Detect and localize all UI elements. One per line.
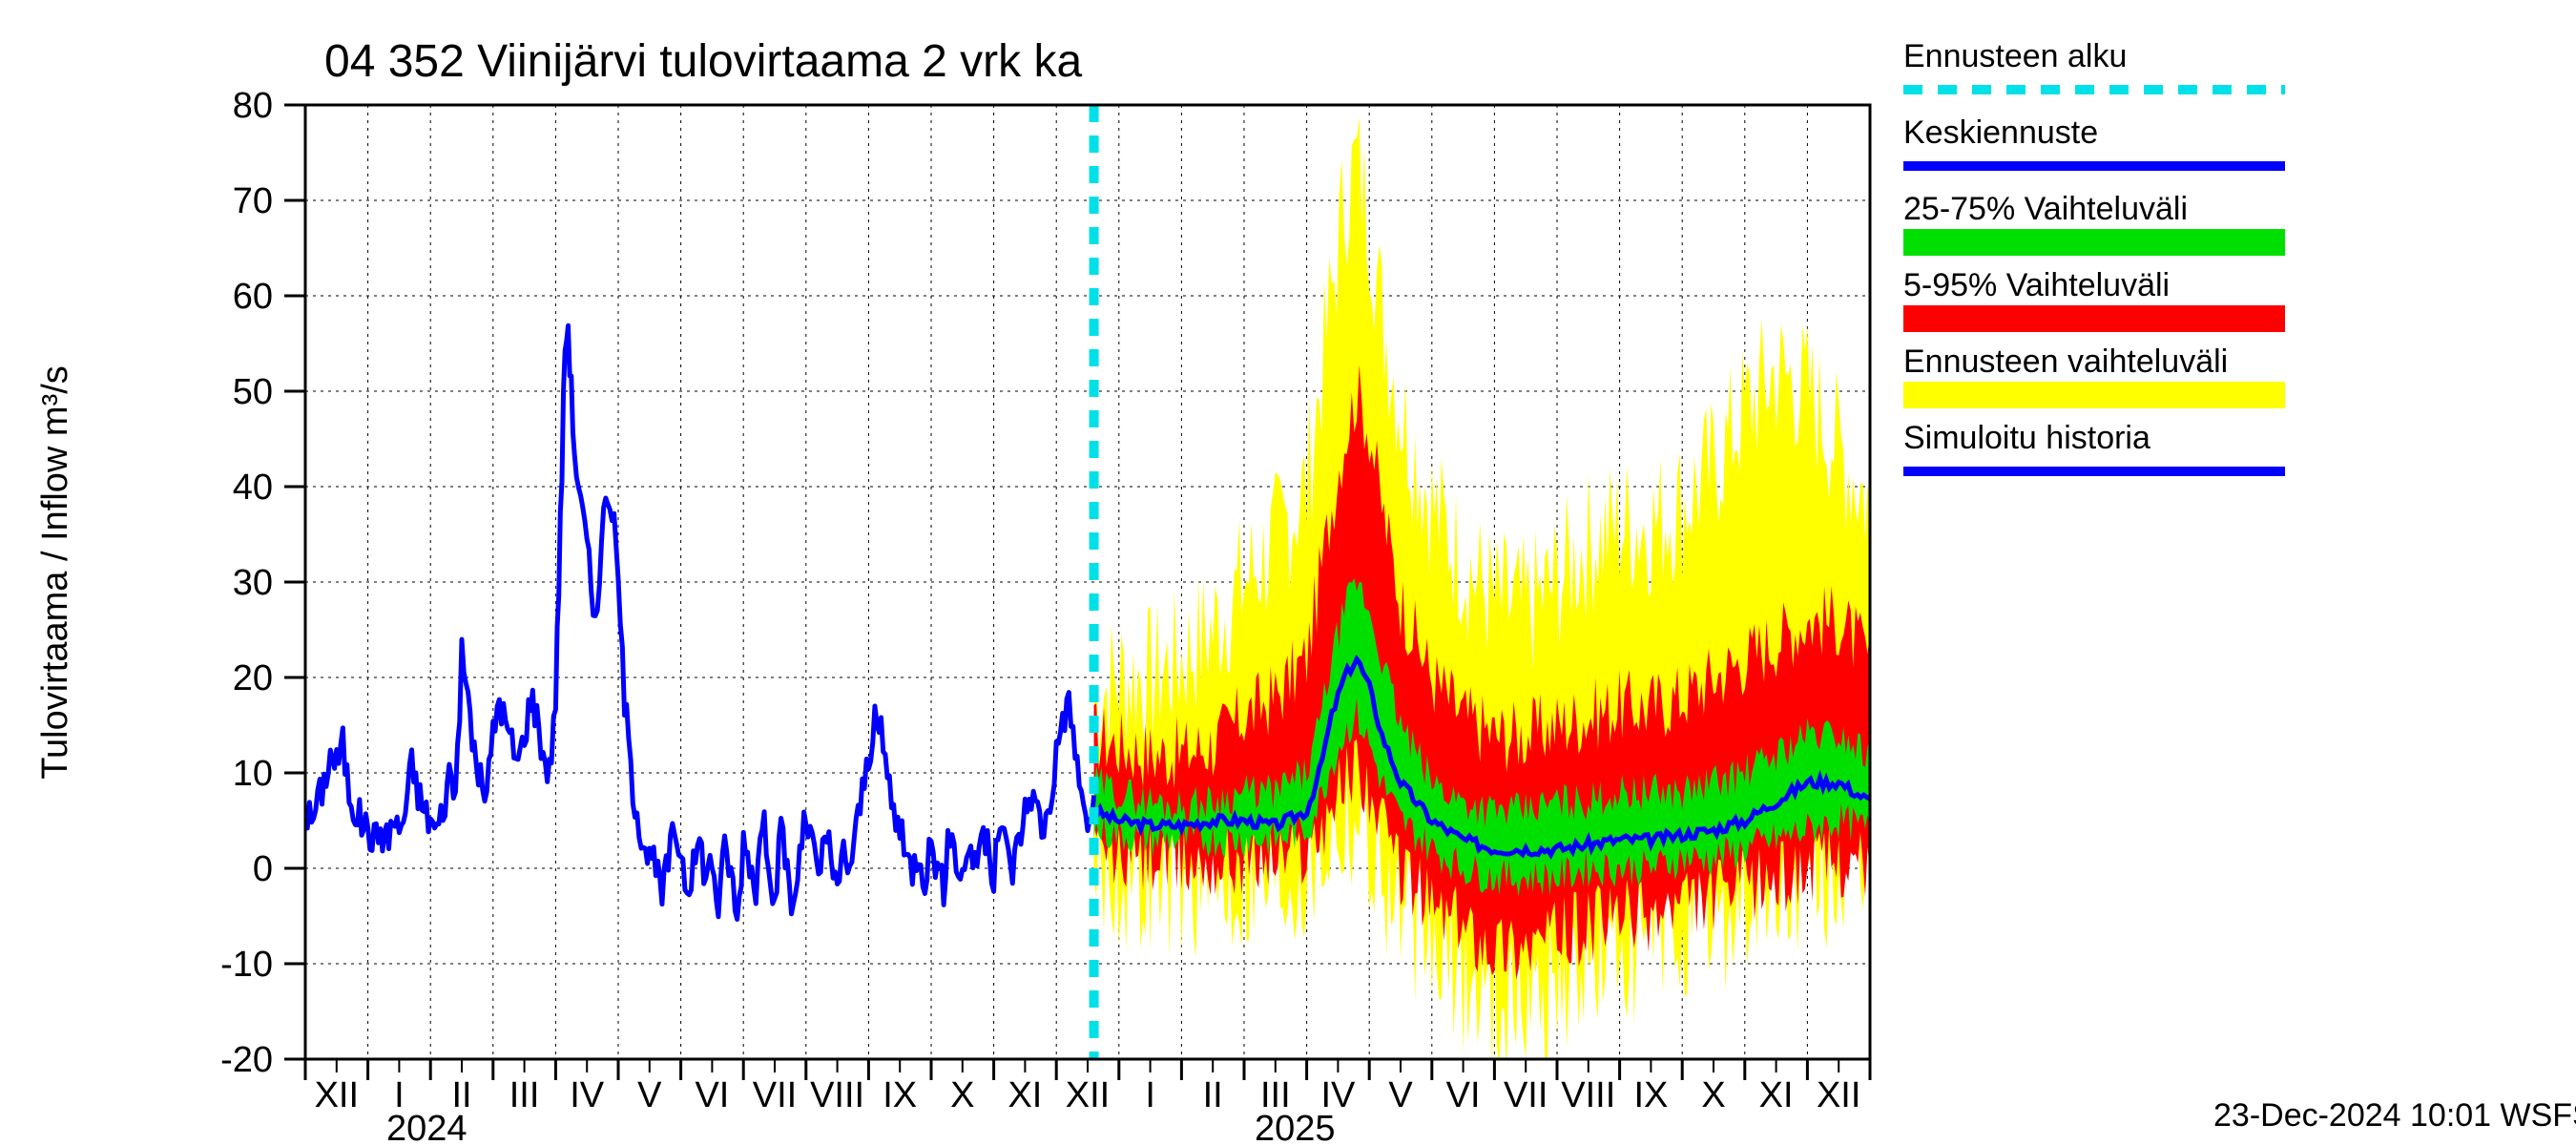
y-tick-label: -10 bbox=[220, 945, 273, 985]
y-tick-label: -20 bbox=[220, 1040, 273, 1080]
legend-label: 25-75% Vaihteluväli bbox=[1903, 191, 2188, 227]
footer-timestamp: 23-Dec-2024 10:01 WSFS-O bbox=[2213, 1097, 2576, 1134]
inflow-forecast-chart: -20-1001020304050607080XIIIIIIIIIVVVIVII… bbox=[0, 0, 2576, 1145]
x-tick-label: X bbox=[950, 1075, 974, 1115]
x-tick-label: I bbox=[1145, 1075, 1155, 1115]
year-label-right: 2025 bbox=[1255, 1109, 1336, 1145]
chart-title: 04 352 Viinijärvi tulovirtaama 2 vrk ka bbox=[324, 36, 1082, 87]
x-tick-label: XII bbox=[1817, 1075, 1860, 1115]
x-tick-label: XI bbox=[1008, 1075, 1042, 1115]
legend-label: Keskiennuste bbox=[1903, 114, 2098, 151]
y-tick-label: 10 bbox=[233, 754, 273, 794]
x-tick-label: VII bbox=[1504, 1075, 1548, 1115]
x-tick-label: VIII bbox=[1561, 1075, 1615, 1115]
legend-swatch bbox=[1903, 305, 2285, 332]
legend-label: 5-95% Vaihteluväli bbox=[1903, 267, 2170, 303]
y-tick-label: 30 bbox=[233, 563, 273, 603]
year-label-left: 2024 bbox=[386, 1109, 467, 1145]
y-tick-label: 60 bbox=[233, 277, 273, 317]
y-tick-label: 0 bbox=[253, 849, 273, 889]
legend-label: Simuloitu historia bbox=[1903, 420, 2150, 456]
legend-label: Ennusteen vaihteluväli bbox=[1903, 344, 2228, 380]
y-tick-label: 80 bbox=[233, 86, 273, 126]
x-tick-label: X bbox=[1701, 1075, 1725, 1115]
y-tick-label: 50 bbox=[233, 372, 273, 412]
y-tick-label: 40 bbox=[233, 468, 273, 508]
y-tick-label: 20 bbox=[233, 658, 273, 698]
x-tick-label: III bbox=[509, 1075, 540, 1115]
y-axis-label: Tulovirtaama / Inflow m³/s bbox=[35, 365, 75, 780]
x-tick-label: XII bbox=[315, 1075, 359, 1115]
x-tick-label: IX bbox=[1633, 1075, 1668, 1115]
x-tick-label: V bbox=[637, 1075, 662, 1115]
legend-swatch bbox=[1903, 382, 2285, 408]
x-tick-label: VII bbox=[753, 1075, 797, 1115]
x-tick-label: VI bbox=[1446, 1075, 1481, 1115]
legend-swatch bbox=[1903, 229, 2285, 256]
y-tick-label: 70 bbox=[233, 181, 273, 221]
x-tick-label: IX bbox=[883, 1075, 917, 1115]
x-tick-label: II bbox=[1203, 1075, 1223, 1115]
legend-label: Ennusteen alku bbox=[1903, 38, 2127, 74]
x-tick-label: XII bbox=[1066, 1075, 1110, 1115]
x-tick-label: V bbox=[1388, 1075, 1413, 1115]
x-tick-label: VI bbox=[695, 1075, 729, 1115]
x-tick-label: VIII bbox=[810, 1075, 864, 1115]
x-tick-label: XI bbox=[1759, 1075, 1794, 1115]
x-tick-label: IV bbox=[570, 1075, 605, 1115]
